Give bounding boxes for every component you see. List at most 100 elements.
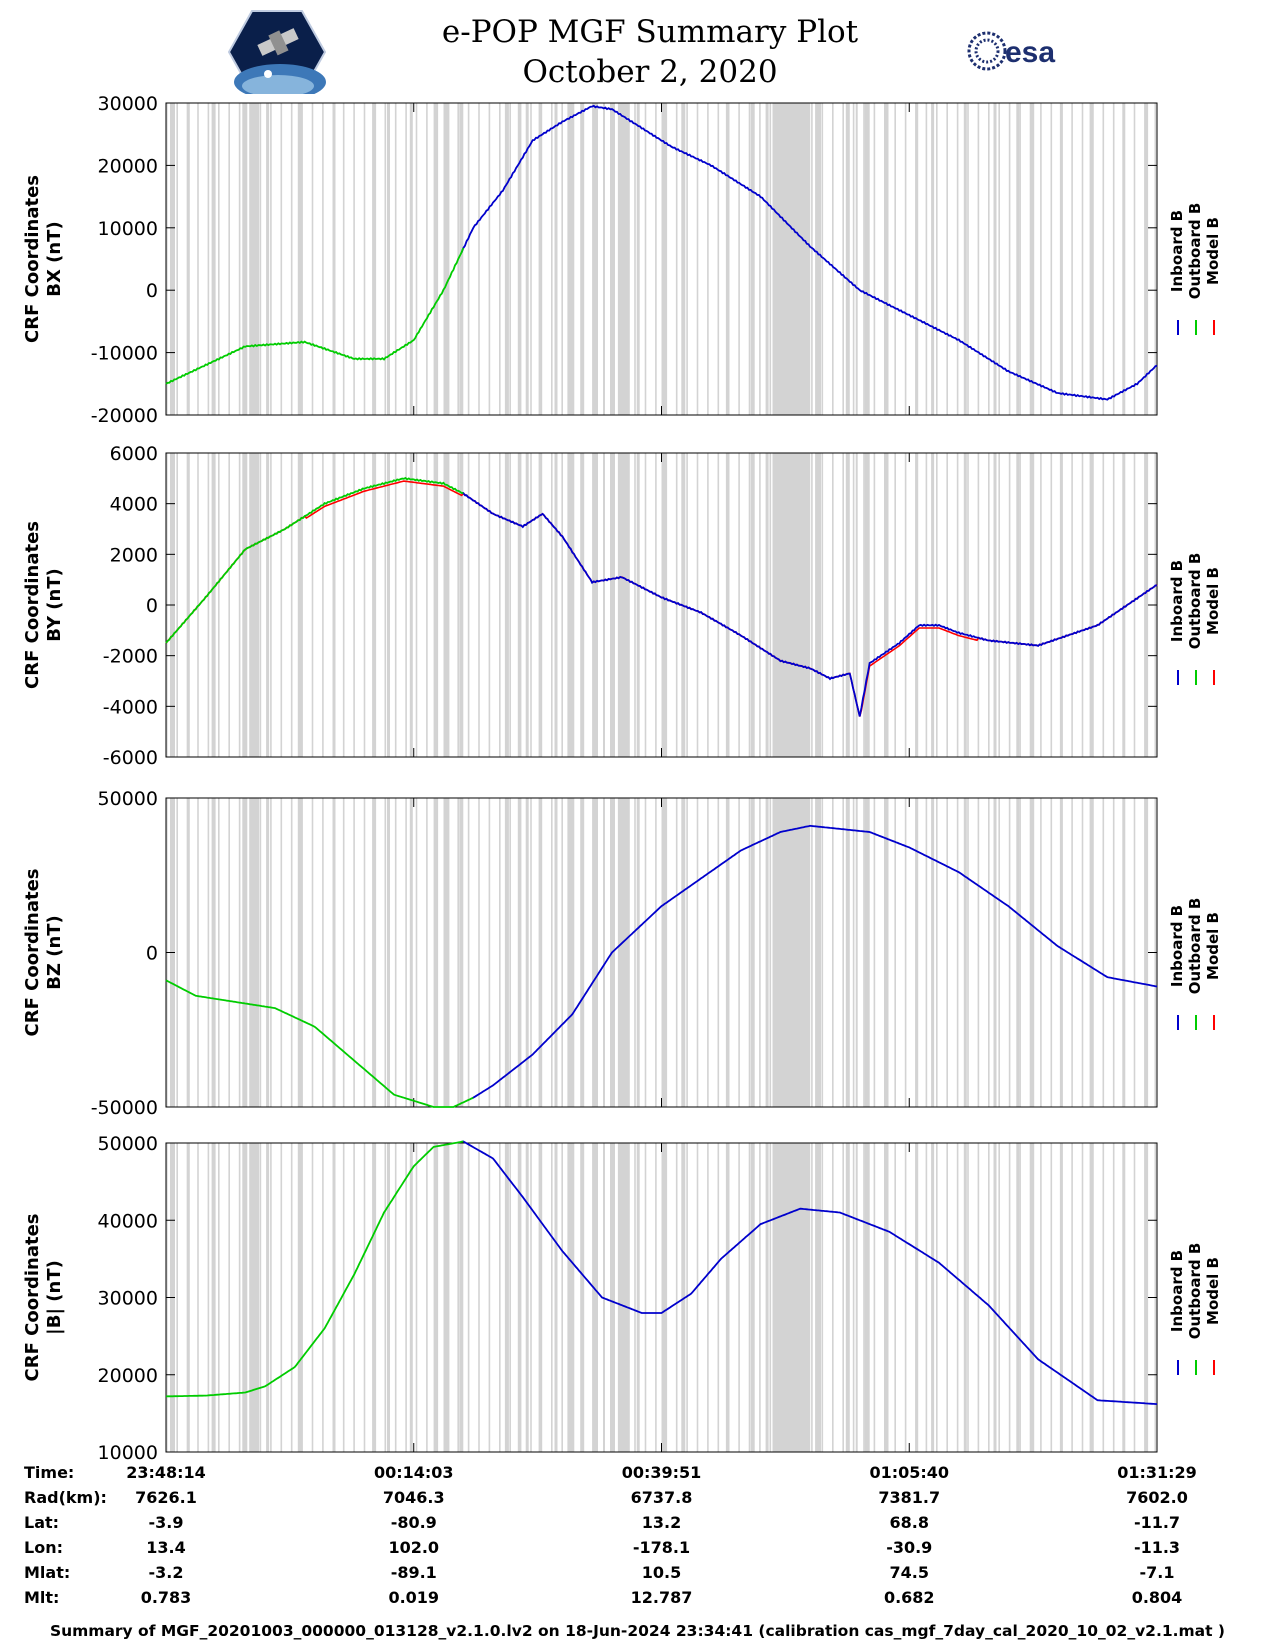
shade-band [409, 453, 413, 757]
shade-line [665, 103, 668, 415]
ephemeris-value: 01:05:40 [869, 1463, 949, 1482]
shade-line [936, 453, 938, 757]
shade-band [772, 798, 811, 1107]
shade-line [1112, 1143, 1115, 1452]
shade-line [873, 1143, 876, 1452]
shade-band [266, 1143, 270, 1452]
legend-label: Outboard B [1186, 553, 1204, 650]
shade-line [301, 453, 303, 757]
shade-line [166, 103, 168, 415]
shade-line [322, 103, 324, 415]
shade-band [538, 1143, 542, 1452]
legend-label: Inboard B [1168, 210, 1186, 292]
shade-line [1050, 103, 1053, 415]
shade-line [696, 453, 699, 757]
shade-line [665, 1143, 668, 1452]
shade-line [415, 1143, 418, 1452]
shade-line [988, 453, 990, 757]
shade-line [884, 798, 886, 1107]
shade-line [634, 1143, 636, 1452]
shade-line [1081, 103, 1084, 415]
shade-band [517, 1143, 521, 1452]
shade-band [765, 103, 769, 415]
shade-band [525, 798, 529, 1107]
shade-line [686, 453, 688, 757]
shade-line [457, 1143, 459, 1452]
ephemeris-value: 0.682 [884, 1588, 935, 1607]
legend-label: Model B [1204, 567, 1222, 635]
shade-line [1133, 1143, 1136, 1452]
shade-line [394, 798, 397, 1107]
shade-line [946, 798, 948, 1107]
shade-line [1102, 798, 1105, 1107]
shade-band [592, 1143, 598, 1452]
y-tick-label: -50000 [91, 1097, 158, 1119]
shade-line [925, 453, 928, 757]
shade-line [1008, 798, 1011, 1107]
panel-by: 6000 4000 2000 0 -2000 -4000 -6000 CRF Coordina… [22, 443, 1222, 769]
y-tick-label: 20000 [98, 155, 158, 177]
shade-band [504, 798, 509, 1107]
shade-band [266, 798, 270, 1107]
ephemeris-value: -11.3 [1134, 1538, 1180, 1557]
shade-band [459, 798, 464, 1107]
shade-line [509, 453, 511, 757]
shade-line [852, 453, 855, 757]
shade-band [242, 1143, 248, 1452]
shade-line [811, 1143, 813, 1452]
y-tick-label: 0 [146, 595, 158, 617]
y-tick-label: -6000 [103, 747, 158, 769]
shade-band [592, 453, 598, 757]
shade-band [661, 103, 666, 415]
shade-band [297, 798, 302, 1107]
shade-band [1089, 103, 1094, 415]
shade-band [681, 1143, 686, 1452]
shade-band [332, 1143, 336, 1452]
ephemeris-value: 68.8 [890, 1513, 929, 1532]
shade-line [675, 1143, 678, 1452]
shade-band [372, 453, 377, 757]
shade-line [613, 453, 615, 757]
shade-line [634, 103, 636, 415]
shade-line [1133, 453, 1136, 757]
shade-band [433, 453, 438, 757]
shade-line [290, 798, 293, 1107]
shade-line [218, 103, 220, 415]
shade-band [567, 453, 575, 757]
shade-band [1016, 453, 1020, 757]
y-tick-label: -4000 [103, 696, 158, 718]
ephemeris-value: 01:31:29 [1117, 1463, 1197, 1482]
shade-line [499, 798, 501, 1107]
shade-line [769, 453, 772, 757]
shade-band [725, 103, 729, 415]
shade-line [748, 453, 751, 757]
shade-band [993, 1143, 997, 1452]
series-inboard-b-by [461, 492, 1158, 717]
shade-band [459, 1143, 464, 1452]
shade-band [610, 453, 614, 757]
shade-line [238, 103, 241, 415]
shade-band [372, 798, 377, 1107]
shade-line [342, 1143, 345, 1452]
shade-line [1019, 103, 1021, 415]
y-tick-label: 50000 [98, 788, 158, 810]
shade-line [207, 103, 210, 415]
shade-line [259, 1143, 262, 1452]
shade-line [998, 798, 1000, 1107]
shade-band [443, 103, 450, 415]
shade-band [186, 453, 190, 757]
shade-line [457, 453, 459, 757]
shade-line [811, 103, 813, 415]
shade-band [603, 798, 605, 1107]
shade-band [372, 103, 377, 415]
legend-label: Outboard B [1186, 1243, 1204, 1340]
shade-band [538, 798, 542, 1107]
shade-line [551, 103, 553, 415]
legend-label: Model B [1204, 1257, 1222, 1325]
shade-line [925, 798, 928, 1107]
shade-line [1008, 1143, 1011, 1452]
panel-bx: 30000 20000 10000 0 -10000 -20000 CRF Coordina… [22, 93, 1222, 427]
shade-band [1030, 1143, 1035, 1452]
y-tick-label: 30000 [98, 1288, 158, 1310]
